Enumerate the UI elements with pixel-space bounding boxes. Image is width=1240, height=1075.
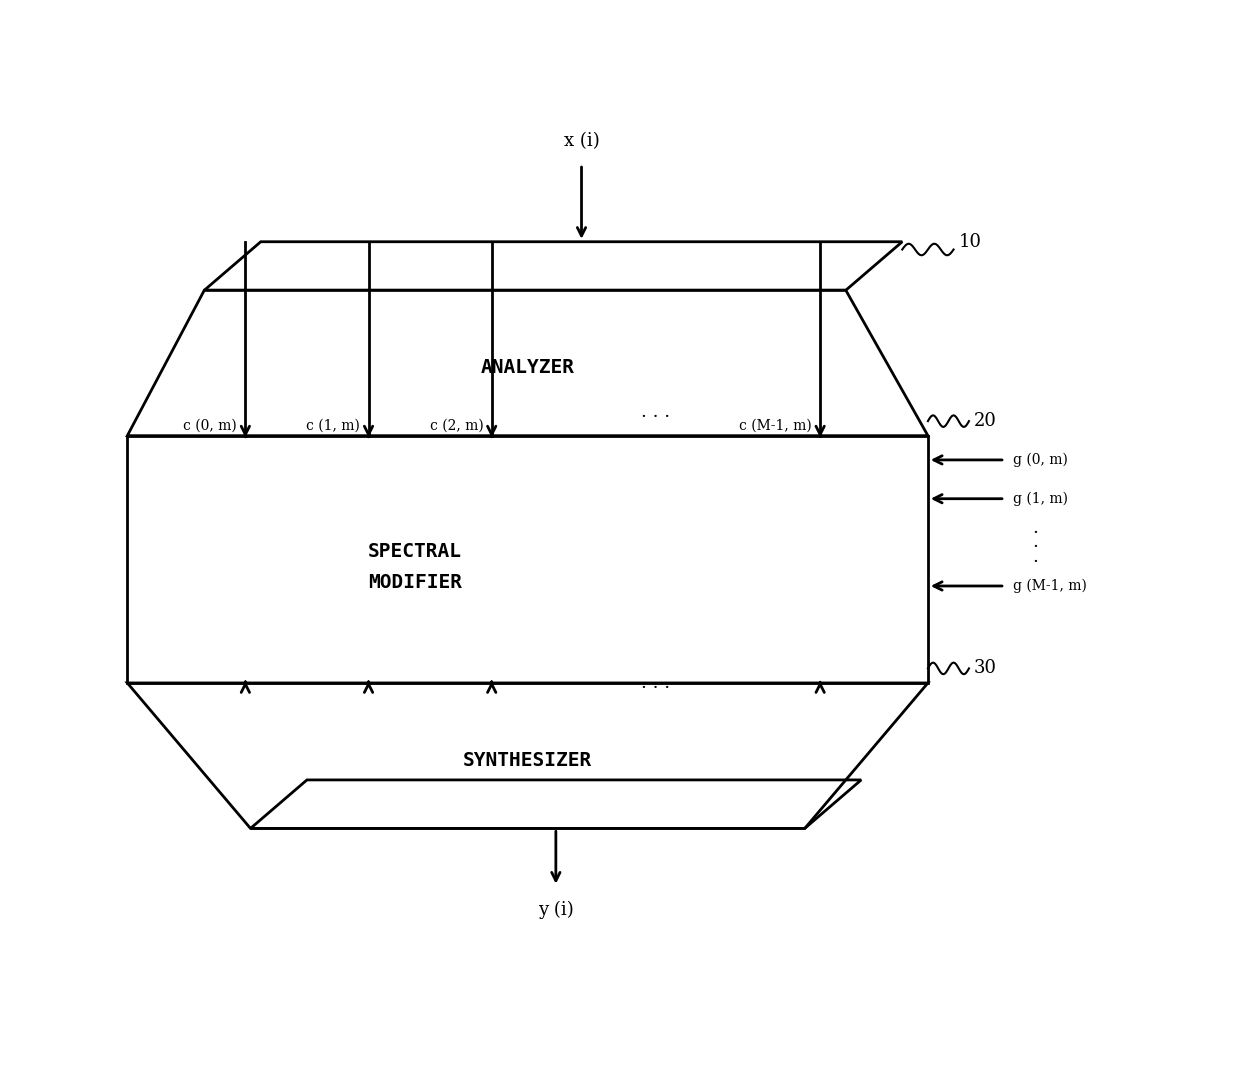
Text: . . .: . . . bbox=[641, 674, 671, 692]
Text: .: . bbox=[1033, 533, 1039, 551]
Text: .: . bbox=[1033, 548, 1039, 565]
Text: . . .: . . . bbox=[641, 403, 671, 421]
Text: g (0, m): g (0, m) bbox=[1013, 453, 1068, 468]
Text: 20: 20 bbox=[975, 412, 997, 430]
Text: c (2, m): c (2, m) bbox=[430, 419, 484, 433]
Text: c (1, m): c (1, m) bbox=[306, 419, 361, 433]
Text: 30: 30 bbox=[975, 659, 997, 677]
Bar bbox=[128, 435, 928, 683]
Text: SYNTHESIZER: SYNTHESIZER bbox=[463, 751, 593, 770]
Text: .: . bbox=[1033, 519, 1039, 536]
Text: g (1, m): g (1, m) bbox=[1013, 491, 1068, 506]
Text: x (i): x (i) bbox=[564, 131, 599, 149]
Text: c (M-1, m): c (M-1, m) bbox=[739, 419, 812, 433]
Text: SPECTRAL
MODIFIER: SPECTRAL MODIFIER bbox=[368, 542, 461, 591]
Text: 10: 10 bbox=[959, 233, 982, 250]
Text: c (0, m): c (0, m) bbox=[184, 419, 237, 433]
Text: g (M-1, m): g (M-1, m) bbox=[1013, 578, 1087, 593]
Text: y (i): y (i) bbox=[538, 901, 574, 919]
Text: ANALYZER: ANALYZER bbox=[481, 358, 574, 377]
